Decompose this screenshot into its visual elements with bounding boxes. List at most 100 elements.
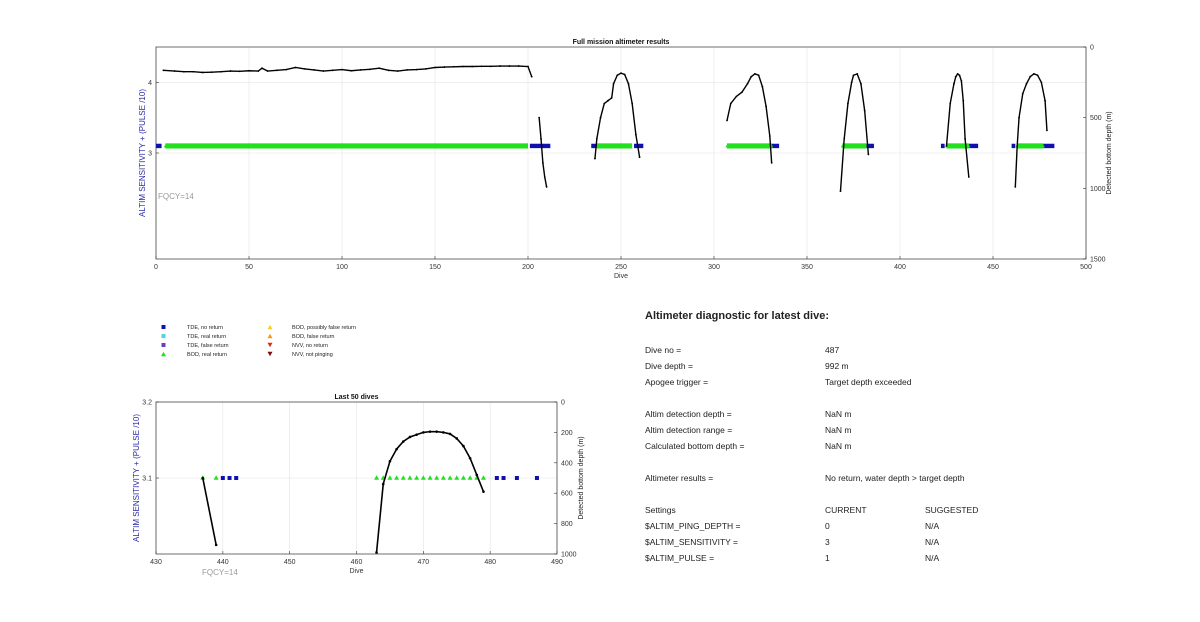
bod-real-return-marker [197, 144, 201, 148]
depth-point [540, 137, 542, 140]
bod-real-return-marker [491, 144, 495, 148]
y-tick-label: 4 [148, 80, 152, 87]
depth-point [257, 70, 260, 72]
bod-real-return-marker [360, 144, 365, 148]
tde-no-return-marker [591, 143, 597, 149]
depth-point [201, 71, 204, 74]
depth-point [387, 69, 390, 72]
depth-point [620, 72, 622, 75]
bod-real-return-marker [357, 144, 361, 148]
depth-point [1040, 81, 1043, 84]
bod-real-return-marker [345, 144, 350, 148]
bod-real-return-marker [308, 144, 312, 148]
depth-point [1025, 82, 1028, 85]
depth-point [607, 99, 609, 102]
bod-real-return-marker [400, 475, 406, 480]
bod-real-return-marker [465, 144, 469, 148]
y2-tick-label: 200 [561, 430, 573, 437]
depth-point [442, 431, 445, 434]
depth-point [541, 161, 544, 164]
bod-real-return-marker [405, 144, 409, 148]
diag-key: Dive no = [645, 345, 682, 355]
depth-point [527, 65, 529, 68]
bod-real-return-marker [312, 144, 316, 148]
tde-no-return-marker [1011, 143, 1016, 149]
bod-real-return-marker [290, 144, 294, 148]
depth-series-line [163, 65, 533, 77]
tde-no-return-marker [494, 476, 499, 480]
setting-current: 3 [825, 537, 830, 547]
bod-real-return-marker [282, 144, 286, 148]
depth-series-line [945, 72, 970, 178]
bod-real-return-marker [1034, 144, 1038, 148]
diag-key: Apogee trigger = [645, 377, 709, 387]
depth-point [350, 69, 353, 72]
bod-real-return-marker [1037, 144, 1042, 148]
depth-point [768, 135, 771, 137]
bod-real-return-marker [509, 144, 513, 148]
x-tick-label: 440 [217, 559, 229, 566]
depth-point [612, 82, 615, 85]
y2-tick-label: 800 [561, 521, 573, 528]
bod-real-return-marker [851, 144, 856, 148]
bod-real-return-marker [394, 475, 400, 480]
bod-real-return-marker [505, 144, 510, 148]
bod-real-return-marker [959, 144, 963, 148]
depth-point [1033, 72, 1035, 75]
bod-real-return-marker [305, 144, 309, 148]
bod-real-return-marker [446, 144, 450, 148]
bod-real-return-marker [245, 144, 249, 148]
bod-real-return-marker [844, 144, 848, 148]
diag-value: 992 m [825, 361, 849, 371]
y-tick-label: 3.1 [142, 476, 152, 483]
x-axis-label: Dive [349, 568, 363, 575]
tde-no-return-marker [940, 143, 945, 149]
depth-point [401, 440, 405, 443]
setting-current: 0 [825, 521, 830, 531]
legend-label: BOD, real return [187, 352, 227, 358]
x-tick-label: 450 [987, 264, 999, 271]
depth-point [962, 99, 965, 102]
legend-label: BOD, false return [292, 334, 335, 340]
bod-real-return-marker [502, 144, 506, 148]
bod-real-return-marker [375, 144, 379, 148]
bod-real-return-marker [316, 144, 320, 148]
depth-point [480, 65, 483, 68]
depth-point [1046, 129, 1048, 132]
bod-real-return-marker [213, 475, 219, 480]
depth-point [499, 65, 501, 67]
x-tick-label: 470 [417, 559, 429, 566]
diag-key: Altimeter results = [645, 473, 714, 483]
depth-point [960, 80, 963, 82]
depth-point [462, 444, 465, 448]
bod-real-return-marker [453, 144, 458, 148]
y2-tick-label: 1000 [1090, 186, 1106, 193]
y2-axis-label: Detected bottom depth (m) [1106, 111, 1113, 194]
depth-point [434, 66, 436, 69]
diag-row-results: Altimeter results = No return, water dept… [645, 470, 1165, 486]
depth-point [435, 430, 439, 433]
x-tick-label: 460 [351, 559, 363, 566]
tde-no-return-marker [156, 143, 162, 149]
bod-real-return-marker [606, 144, 610, 148]
x-tick-label: 300 [708, 264, 720, 271]
fqcy-annotation: FQCY=14 [158, 192, 194, 201]
depth-point [610, 96, 613, 99]
bod-real-return-marker [736, 144, 740, 148]
depth-point [229, 70, 232, 72]
bod-real-return-marker [260, 144, 264, 148]
bod-real-return-marker [275, 144, 279, 148]
depth-point [448, 432, 452, 436]
bod-real-return-marker [848, 144, 852, 148]
depth-point [954, 75, 957, 78]
depth-point [375, 551, 378, 554]
depth-point [192, 70, 195, 73]
depth-point [408, 435, 412, 439]
depth-point [545, 186, 548, 188]
depth-point [770, 161, 773, 164]
depth-point [616, 74, 619, 77]
y2-tick-label: 1500 [1090, 257, 1106, 264]
depth-point [757, 74, 760, 77]
x-axis-label: Dive [614, 273, 628, 280]
bod-real-return-marker [472, 144, 476, 148]
